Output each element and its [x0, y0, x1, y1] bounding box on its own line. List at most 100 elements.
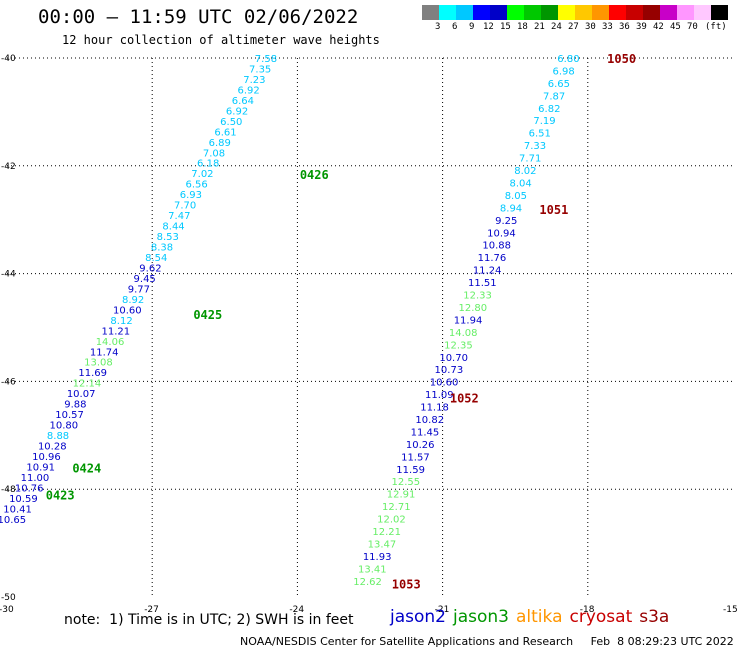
swh-value-label: 7.19: [533, 116, 555, 127]
swh-value-label: 10.57: [55, 410, 84, 421]
color-scale-label: 42: [653, 22, 664, 32]
y-tick-label: -46: [1, 377, 16, 387]
swh-value-label: 6.89: [209, 138, 231, 149]
swh-value-label: 13.47: [368, 539, 397, 550]
swh-value-label: 12.91: [387, 490, 416, 501]
swh-value-label: 13.08: [84, 358, 113, 369]
swh-value-label: 7.02: [191, 169, 213, 180]
y-tick-label: -44: [1, 270, 16, 280]
color-scale-label: 45: [670, 22, 681, 32]
color-swatch: [711, 5, 728, 20]
color-scale-label: 6: [452, 22, 458, 32]
time-annotation: 0426: [300, 168, 329, 182]
satellite-legend: jason2 jason3 altika cryosat s3a: [390, 607, 676, 627]
swh-value-label: 7.47: [168, 211, 190, 222]
swh-value-label: 10.60: [430, 378, 459, 389]
swh-value-label: 8.94: [500, 203, 522, 214]
swh-value-label: 10.76: [15, 483, 44, 494]
swh-value-label: 8.92: [122, 295, 144, 306]
swh-value-label: 6.64: [232, 96, 254, 107]
swh-value-label: 6.98: [553, 66, 575, 77]
credit-line: NOAA/NESDIS Center for Satellite Applica…: [240, 635, 734, 648]
swh-value-label: 13.41: [358, 564, 387, 575]
swh-value-label: 6.92: [226, 106, 248, 117]
color-swatch: [422, 5, 439, 20]
swh-value-label: 12.14: [73, 379, 102, 390]
swh-value-label: 10.70: [439, 353, 468, 364]
swh-value-label: 6.92: [237, 85, 259, 96]
swh-value-label: 9.25: [495, 216, 517, 227]
swh-value-label: 6.93: [180, 190, 202, 201]
swh-value-label: 11.21: [101, 326, 130, 337]
swh-value-label: 6.51: [529, 129, 551, 140]
color-swatch: [490, 5, 507, 20]
color-scale-label: 70: [687, 22, 698, 32]
legend-item-jason3: jason3: [453, 607, 509, 627]
chart-title: 00:00 – 11:59 UTC 02/06/2022: [38, 6, 359, 28]
swh-value-label: 12.21: [372, 527, 401, 538]
swh-value-label: 12.35: [444, 340, 473, 351]
swh-value-label: 6.82: [538, 104, 560, 115]
legend-item-s3a: s3a: [639, 607, 670, 627]
legend-item-altika: altika: [516, 607, 563, 627]
swh-value-label: 10.60: [113, 305, 142, 316]
swh-value-label: 10.59: [9, 494, 38, 505]
color-scale-label: 24: [551, 22, 562, 32]
swh-value-label: 6.65: [548, 79, 570, 90]
swh-value-label: 8.04: [509, 178, 531, 189]
color-swatch: [677, 5, 694, 20]
x-tick-label: -21: [435, 605, 450, 615]
swh-value-label: 9.77: [128, 284, 150, 295]
swh-value-label: 6.50: [220, 117, 242, 128]
color-swatch: [592, 5, 609, 20]
swh-value-label: 10.94: [487, 228, 516, 239]
swh-value-label: 10.26: [406, 440, 435, 451]
swh-value-label: 8.05: [505, 191, 527, 202]
color-swatch: [541, 5, 558, 20]
swh-value-label: 10.82: [415, 415, 444, 426]
swh-value-label: 10.28: [38, 442, 67, 453]
y-tick-label: -40: [1, 54, 16, 64]
swh-value-label: 11.93: [363, 552, 392, 563]
swh-value-label: 12.55: [392, 477, 421, 488]
color-scale-unit: (ft): [705, 22, 727, 32]
y-tick-label: -48: [1, 485, 16, 495]
swh-value-label: 9.45: [134, 274, 156, 285]
swh-value-label: 10.65: [0, 515, 26, 526]
time-annotation: 0424: [72, 462, 101, 476]
color-swatch: [660, 5, 677, 20]
swh-value-label: 6.56: [186, 180, 208, 191]
color-swatch: [694, 5, 711, 20]
color-scale-label: 21: [534, 22, 545, 32]
swh-value-label: 11.69: [78, 368, 107, 379]
swh-value-label: 8.12: [110, 316, 132, 327]
time-annotation: 1052: [450, 392, 479, 406]
x-tick-label: -24: [289, 605, 304, 615]
swh-value-label: 11.94: [454, 315, 483, 326]
footnote: note: 1) Time is in UTC; 2) SWH is in fe…: [64, 612, 354, 628]
swh-value-label: 8.54: [145, 253, 167, 264]
swh-value-label: 10.80: [49, 421, 78, 432]
swh-value-label: 11.51: [468, 278, 497, 289]
swh-value-label: 11.45: [411, 427, 440, 438]
time-annotation: 1051: [539, 203, 568, 217]
swh-value-label: 11.18: [420, 403, 449, 414]
legend-item-jason2: jason2: [390, 607, 446, 627]
color-scale-label: 30: [585, 22, 596, 32]
color-swatch: [507, 5, 524, 20]
swh-value-label: 10.41: [3, 504, 32, 515]
swh-value-label: 9.62: [139, 263, 161, 274]
swh-value-label: 6.80: [557, 54, 579, 65]
color-swatch: [473, 5, 490, 20]
swh-value-label: 7.33: [524, 141, 546, 152]
color-scale-label: 36: [619, 22, 630, 32]
swh-value-label: 8.02: [514, 166, 536, 177]
color-swatch: [524, 5, 541, 20]
swh-value-label: 8.53: [157, 232, 179, 243]
color-swatch: [558, 5, 575, 20]
swh-value-label: 12.02: [377, 515, 406, 526]
swh-value-label: 9.88: [64, 400, 86, 411]
chart-subtitle: 12 hour collection of altimeter wave hei…: [62, 33, 380, 47]
y-tick-label: -50: [1, 593, 16, 603]
